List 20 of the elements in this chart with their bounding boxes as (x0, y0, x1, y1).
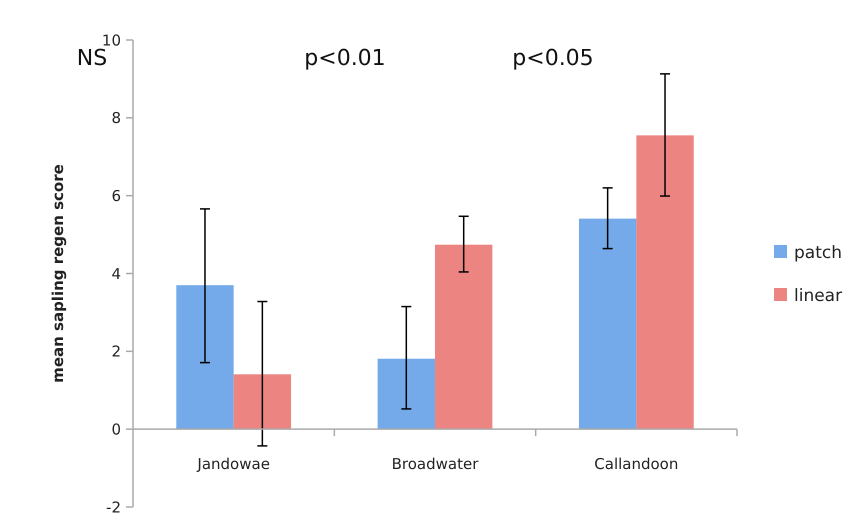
annotation: p<0.01 (304, 46, 386, 71)
bar (435, 244, 492, 430)
legend-label: patch (794, 242, 842, 263)
bar (234, 374, 292, 430)
y-tick-label: 6 (111, 186, 121, 205)
legend-label: linear (794, 286, 842, 306)
bar (378, 358, 435, 430)
x-tick-label: Broadwater (392, 455, 480, 474)
x-tick-label: Callandoon (594, 455, 678, 474)
y-tick-label: 0 (111, 420, 121, 438)
y-tick-label: 4 (111, 264, 121, 283)
y-tick-label: 2 (111, 342, 121, 361)
bar (578, 218, 636, 430)
x-tick-label: Jandowae (196, 455, 270, 474)
bar (636, 135, 694, 430)
bar (176, 285, 234, 430)
annotation: p<0.05 (512, 46, 594, 71)
y-axis-title: mean sapling regen score (49, 164, 67, 383)
y-tick-label: -2 (106, 498, 121, 516)
y-tick-label: 8 (111, 109, 121, 128)
